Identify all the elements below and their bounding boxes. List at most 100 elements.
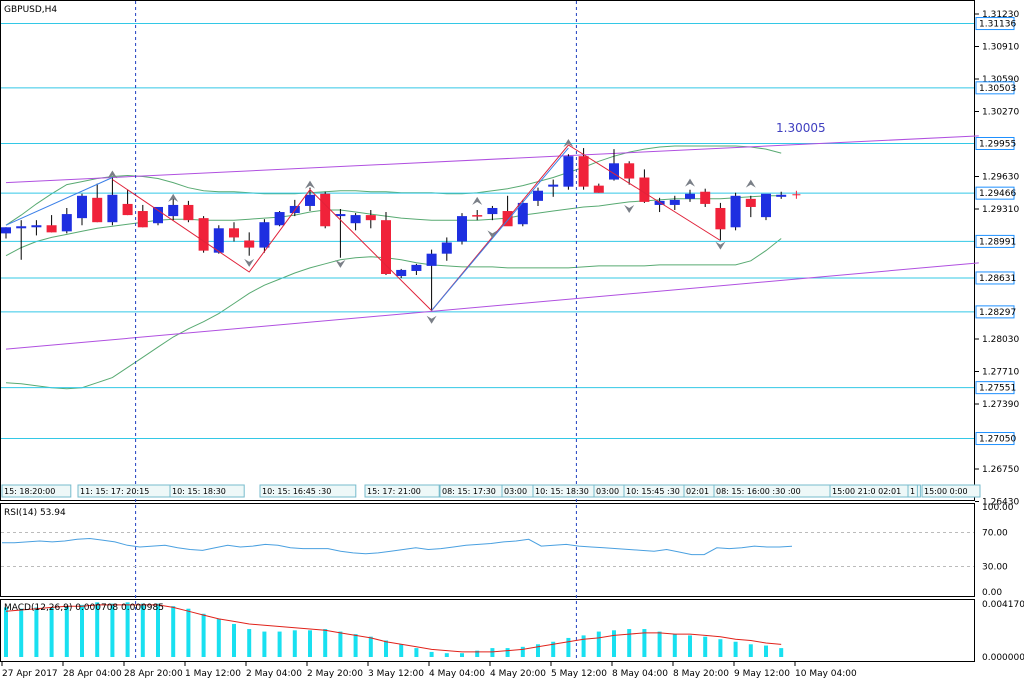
macd-histogram-bar — [429, 651, 434, 657]
price-level-label: 1.29955 — [979, 139, 1016, 149]
symbol-title: GBPUSD,H4 — [4, 5, 57, 15]
bear-candle — [715, 207, 726, 230]
macd-histogram-bar — [19, 608, 24, 657]
macd-histogram-bar — [368, 636, 373, 657]
price-level-label: 1.31136 — [979, 20, 1016, 30]
bull-candle — [107, 194, 118, 223]
fractal-up-marker — [472, 196, 483, 205]
session-label-box — [1, 484, 72, 498]
session-label-text: 08: 15: 17:30 — [442, 487, 496, 496]
bull-candle — [563, 156, 574, 187]
price-level-box — [975, 305, 1015, 319]
bull-candle — [411, 264, 422, 271]
price-tick-label: 1.29630 — [982, 173, 1019, 183]
session-label-text: 11: 15: 17: 20:15 — [80, 487, 149, 496]
price-level-box — [975, 136, 1015, 150]
trend-line — [5, 177, 113, 226]
bull-candle — [761, 193, 771, 218]
macd-histogram-bar — [688, 635, 692, 657]
fractal-down-marker — [335, 259, 346, 268]
fractal-down-marker — [244, 258, 255, 267]
bull-candle — [61, 214, 72, 232]
bear-candle — [320, 193, 331, 227]
macd-histogram-bar — [140, 603, 145, 657]
bull-candle — [274, 212, 285, 226]
fractal-down-marker — [624, 205, 635, 213]
rsi-label: RSI(14) 53.94 — [4, 508, 66, 518]
macd-histogram-bar — [156, 603, 160, 657]
macd-histogram-bar — [444, 653, 449, 657]
channel-line — [5, 135, 979, 184]
session-label-text: 15:00 0:00 — [924, 487, 968, 496]
bull-candle — [335, 214, 346, 217]
fractal-up-marker — [168, 193, 179, 202]
bull-candle — [487, 207, 498, 215]
macd-histogram-bar — [733, 641, 738, 657]
session-label-text: 08: 15: 16:00 :30 :00 — [716, 487, 801, 496]
session-label-box — [259, 484, 357, 498]
bear-candle — [244, 240, 255, 248]
bull-candle — [16, 226, 27, 229]
macd-histogram-bar — [414, 648, 419, 657]
bull-candle — [259, 222, 270, 248]
macd-histogram-bar — [262, 631, 267, 657]
session-label-text: 10: 15: 18:30 — [172, 487, 226, 496]
macd-histogram-bar — [764, 645, 768, 657]
bear-candle — [92, 197, 103, 223]
session-label-text: 15: 17: 21:00 — [367, 487, 421, 496]
time-tick-label: 8 May 04:00 — [612, 669, 668, 679]
bull-candle — [168, 204, 179, 217]
price-tick-label: 1.30590 — [982, 75, 1019, 85]
session-labels: 15: 18:20:00 11: 15: 17: 20:15 10: 15: 18:… — [1, 484, 981, 498]
price-level-label: 1.27050 — [979, 435, 1016, 445]
price-level-label: 1.28991 — [979, 237, 1016, 247]
bull-candle — [1, 227, 11, 234]
macd-histogram-bar — [201, 613, 206, 657]
macd-histogram-bar — [277, 631, 282, 657]
session-label-box — [921, 484, 981, 498]
session-label-text: 15: 18:20:00 — [4, 487, 55, 496]
time-tick-label: 9 May 12:00 — [734, 669, 790, 679]
fractal-up-marker — [745, 179, 756, 188]
macd-histogram-bar — [779, 648, 784, 657]
trendline-label: 1.30005 — [776, 121, 826, 135]
macd-histogram-bar — [384, 640, 388, 657]
bear-candle — [381, 220, 391, 274]
bull-candle — [517, 202, 528, 225]
time-tick-label: 2 May 04:00 — [246, 669, 302, 679]
bear-candle — [472, 215, 483, 217]
price-tick-label: 1.30270 — [982, 108, 1019, 118]
bear-candle — [198, 218, 209, 251]
price-tick-label: 1.28030 — [982, 335, 1019, 345]
price-tick-label: 1.27390 — [982, 400, 1019, 410]
fractal-down-marker — [715, 241, 726, 250]
session-label-text: 02:01 — [686, 487, 709, 496]
bull-candle — [396, 269, 407, 277]
price-tick-label: 1.31230 — [982, 10, 1019, 20]
price-level-box — [975, 81, 1015, 95]
zigzag-line — [112, 144, 721, 312]
session-label-text: 10: 15:45 :30 — [626, 487, 680, 496]
macd-histogram-bar — [292, 630, 297, 657]
bull-candle — [441, 242, 452, 254]
session-label-box — [169, 484, 245, 498]
macd-histogram-bar — [353, 634, 358, 657]
macd-histogram-bar — [536, 644, 540, 657]
time-tick-label: 27 Apr 2017 — [2, 669, 58, 679]
time-tick-label: 28 Apr 04:00 — [63, 669, 122, 679]
bull-candle — [669, 199, 680, 205]
macd-histogram-bar — [125, 602, 130, 657]
bull-candle — [31, 225, 42, 228]
bear-candle — [578, 156, 589, 187]
bull-candle — [305, 194, 315, 206]
price-level-box — [975, 381, 1015, 395]
rsi-tick-label: 30.00 — [982, 563, 1008, 573]
bear-candle — [365, 215, 376, 221]
macd-histogram-bar — [475, 650, 480, 657]
macd-histogram-bar — [247, 629, 252, 657]
fractal-up-marker — [685, 178, 695, 187]
macd-histogram-bar — [186, 608, 191, 657]
macd-histogram-bar — [566, 637, 571, 657]
price-level-box — [975, 271, 1015, 285]
bull-candle — [77, 195, 87, 219]
